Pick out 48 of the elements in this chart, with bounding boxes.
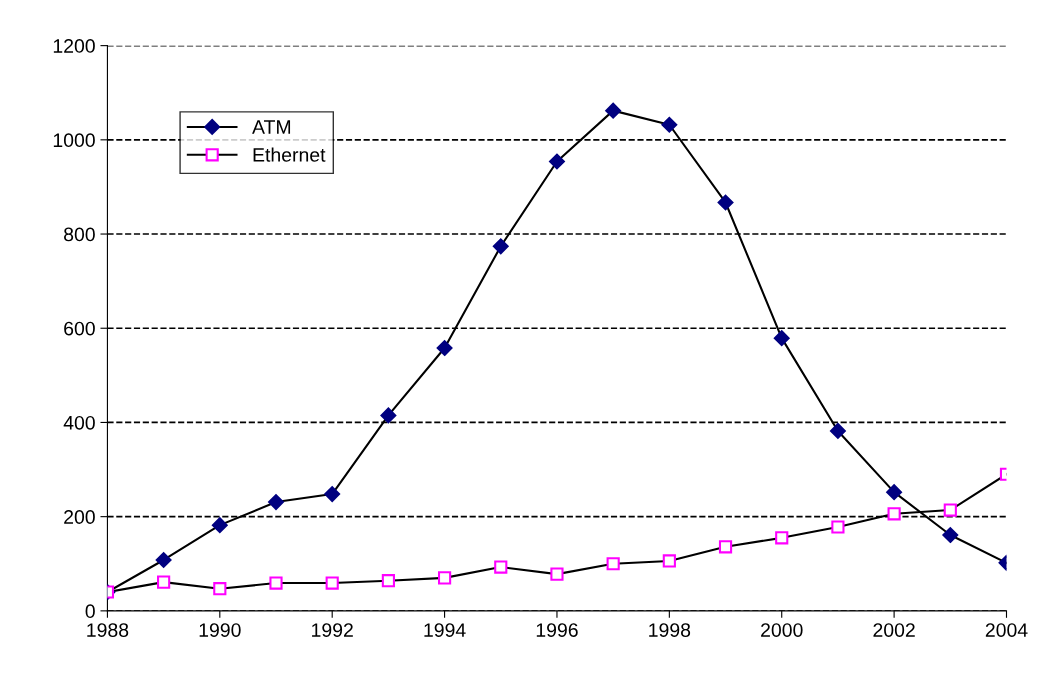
point — [773, 330, 790, 347]
point — [268, 494, 284, 510]
point — [661, 116, 678, 133]
point — [437, 571, 452, 585]
point — [943, 503, 957, 517]
point — [211, 517, 228, 534]
point — [942, 527, 959, 543]
point — [718, 540, 733, 554]
y-tick-label: 0 — [85, 604, 95, 619]
y-tick-label: 400 — [63, 415, 95, 430]
legend-label: Ethernet — [253, 147, 326, 162]
point — [325, 576, 339, 590]
x-tick-label: 2004 — [985, 623, 1028, 637]
point — [213, 582, 227, 596]
x-tick-label: 1988 — [87, 623, 129, 637]
x-tick-label: 1990 — [199, 623, 241, 637]
point — [830, 423, 846, 439]
point — [155, 552, 172, 568]
point — [775, 531, 789, 545]
point — [662, 554, 676, 568]
point — [324, 486, 341, 502]
point — [492, 238, 509, 255]
x-tick-label: 2002 — [873, 623, 915, 637]
point — [831, 520, 845, 534]
point — [606, 557, 620, 571]
x-tick-label: 1998 — [649, 623, 691, 637]
y-tick-label: 200 — [64, 510, 95, 524]
point — [605, 102, 622, 119]
point — [157, 575, 171, 589]
x-tick-label: 1994 — [424, 623, 466, 637]
point — [717, 194, 734, 211]
point — [887, 507, 901, 521]
y-tick-label: 800 — [64, 227, 95, 242]
point — [436, 340, 453, 356]
x-tick-label: 1996 — [536, 623, 578, 637]
point — [550, 567, 564, 581]
point — [269, 576, 283, 590]
x-tick-label: 2000 — [761, 623, 803, 637]
x-tick-label: 1992 — [312, 623, 353, 637]
legend-label: ATM — [252, 120, 291, 134]
point — [380, 407, 397, 424]
point — [381, 574, 395, 588]
point — [549, 153, 565, 170]
point — [886, 484, 903, 501]
y-tick-label: 1200 — [53, 39, 95, 53]
point — [494, 560, 508, 574]
y-tick-label: 1000 — [53, 133, 95, 148]
y-tick-label: 600 — [64, 321, 95, 336]
